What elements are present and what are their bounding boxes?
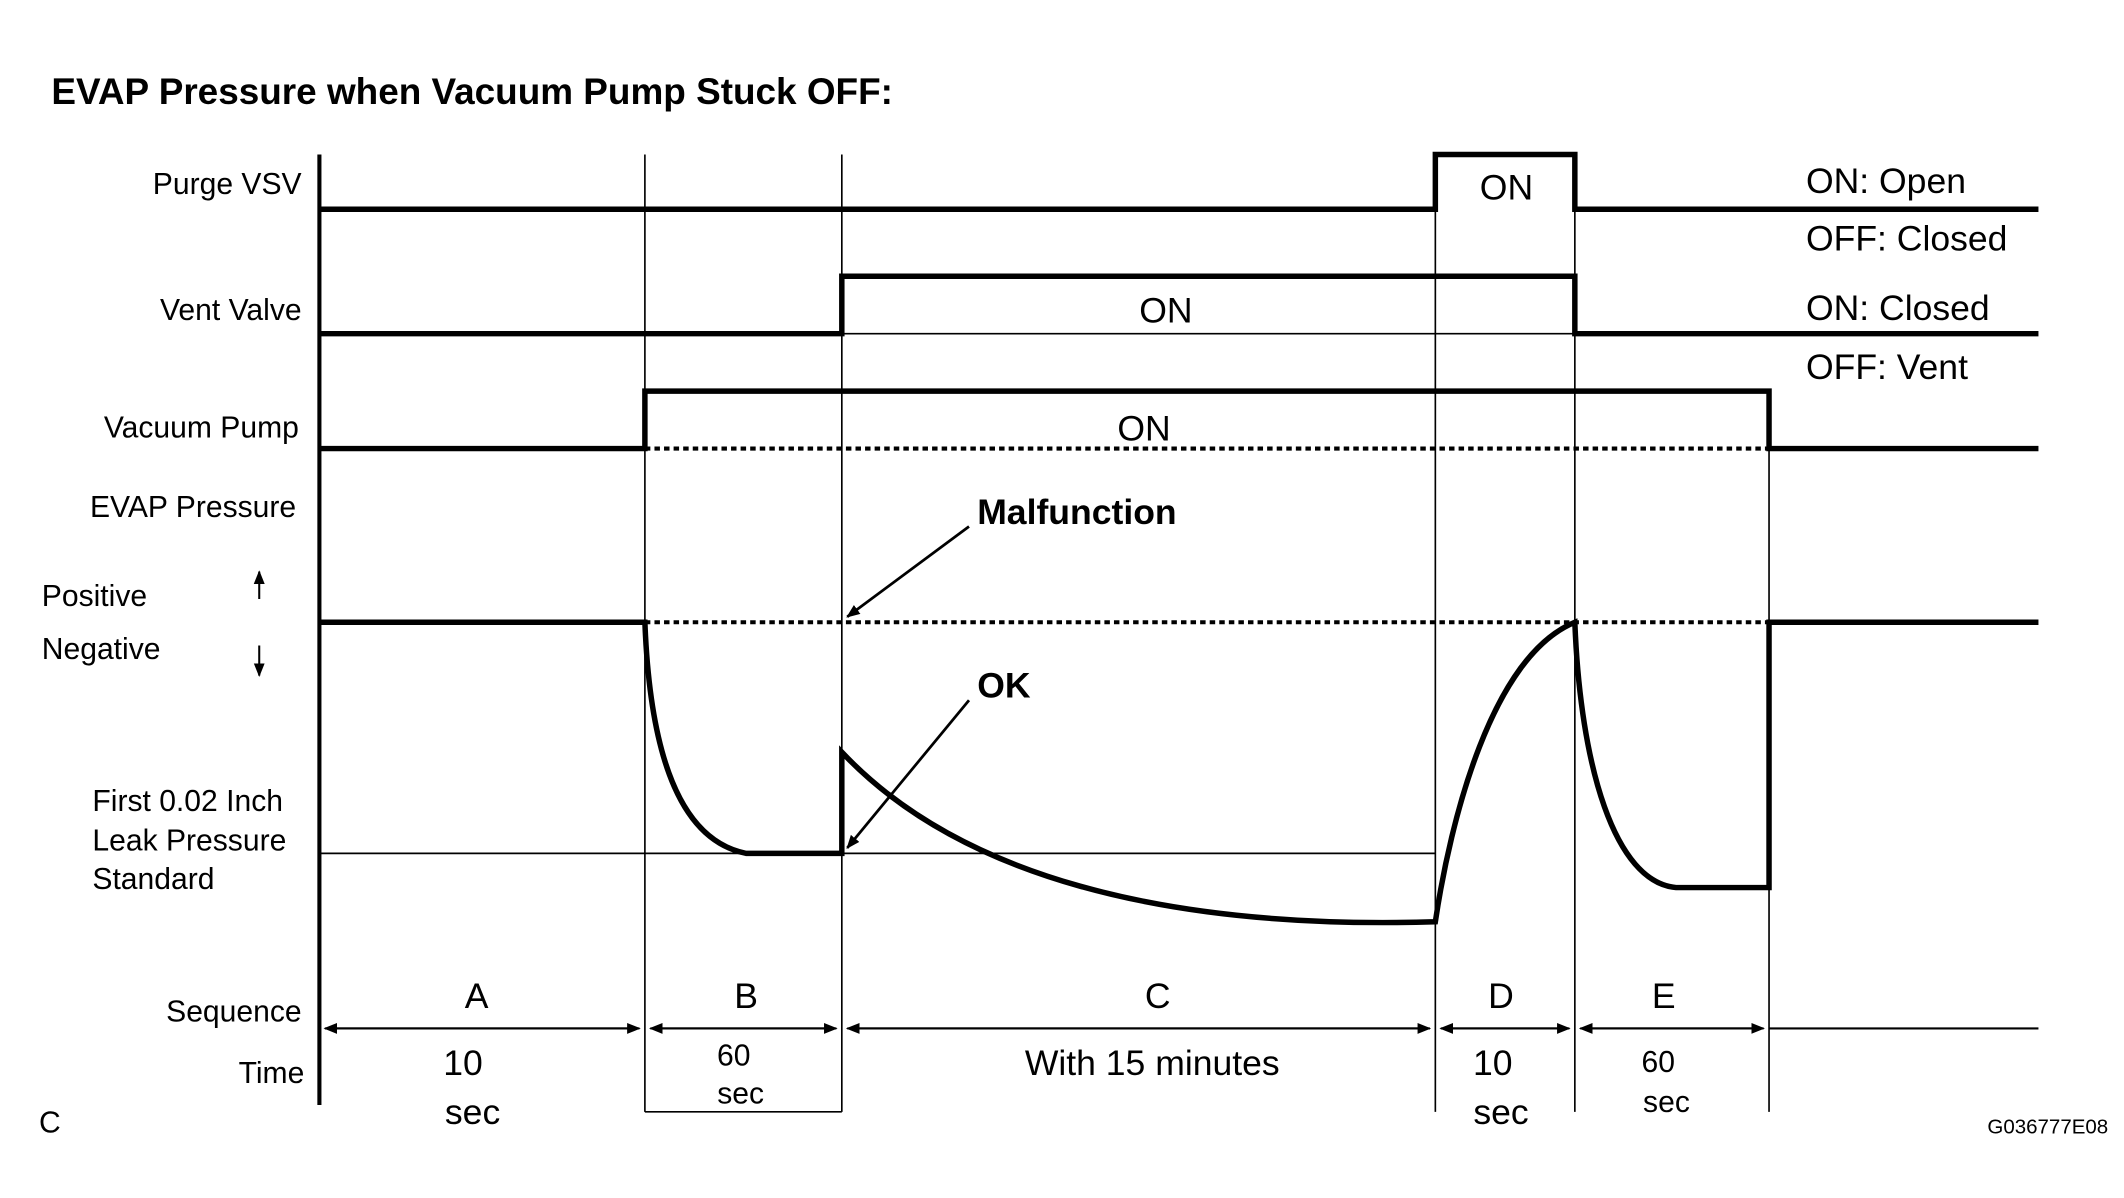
- legend-purge-on: ON: Open: [1806, 161, 1966, 201]
- legend-vent-on: ON: Closed: [1806, 288, 1990, 328]
- vent-valve-signal: [319, 273, 2039, 337]
- label-positive: Positive: [42, 580, 147, 613]
- time-e-unit: sec: [1643, 1086, 1690, 1119]
- diagram-title: EVAP Pressure when Vacuum Pump Stuck OFF…: [51, 71, 893, 112]
- row-label-evap-pressure: EVAP Pressure: [90, 491, 296, 524]
- label-leak-standard-1: First 0.02 Inch: [92, 785, 283, 818]
- purge-vsv-on-label: ON: [1480, 168, 1533, 208]
- row-label-vent-valve: Vent Valve: [160, 294, 302, 327]
- sequence-e: E: [1652, 976, 1676, 1016]
- row-label-purge-vsv: Purge VSV: [153, 168, 302, 201]
- sequence-a: A: [465, 976, 489, 1016]
- ok-label: OK: [977, 665, 1031, 705]
- vacuum-pump-on-label: ON: [1117, 408, 1170, 448]
- time-d-unit: sec: [1473, 1092, 1528, 1132]
- time-e-value: 60: [1642, 1046, 1675, 1079]
- time-a-value: 10: [443, 1043, 483, 1083]
- label-negative: Negative: [42, 633, 161, 666]
- malfunction-arrow-icon: [846, 525, 970, 618]
- vent-valve-on-label: ON: [1139, 291, 1192, 331]
- time-c-value: With 15 minutes: [1025, 1043, 1280, 1083]
- legend-vent-off: OFF: Vent: [1806, 347, 1968, 387]
- sequence-d: D: [1488, 976, 1514, 1016]
- malfunction-label: Malfunction: [977, 492, 1176, 532]
- sequence-b: B: [734, 976, 758, 1016]
- time-b-unit: sec: [717, 1078, 764, 1111]
- figure-id: G036777E08: [1987, 1116, 2108, 1139]
- time-d-value: 10: [1473, 1043, 1513, 1083]
- row-label-sequence: Sequence: [166, 996, 301, 1029]
- sequence-c: C: [1145, 976, 1171, 1016]
- label-leak-standard-3: Standard: [92, 863, 214, 896]
- purge-vsv-signal: [319, 151, 2039, 212]
- label-leak-standard-2: Leak Pressure: [92, 825, 286, 858]
- time-a-unit: sec: [445, 1092, 500, 1132]
- corner-label: C: [39, 1106, 61, 1139]
- vacuum-pump-signal: [319, 388, 2039, 452]
- phase-dividers: [644, 154, 1770, 1113]
- legend-purge-off: OFF: Closed: [1806, 218, 2007, 258]
- time-b-value: 60: [717, 1039, 750, 1072]
- ok-arrow-icon: [846, 699, 971, 849]
- evap-pressure-curve: [319, 618, 2039, 926]
- row-label-time: Time: [239, 1057, 305, 1090]
- row-label-vacuum-pump: Vacuum Pump: [104, 412, 299, 445]
